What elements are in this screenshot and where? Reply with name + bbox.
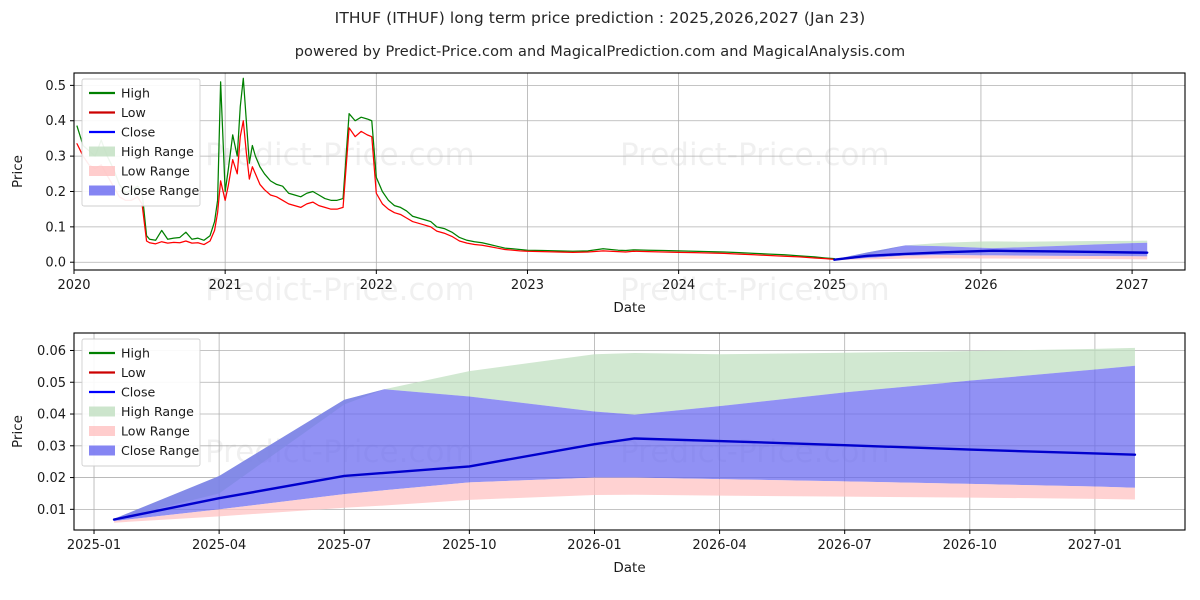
- x-tick-label: 2025-01: [67, 538, 121, 553]
- x-tick-label: 2026-01: [567, 538, 621, 553]
- legend-label: Low: [121, 365, 146, 380]
- x-tick-label: 2026-07: [818, 538, 872, 553]
- y-tick-label: 0.01: [37, 503, 66, 518]
- series-line-close: [112, 437, 1137, 521]
- x-tick-label: 2027: [1116, 278, 1149, 293]
- y-axis-title: Price: [10, 155, 26, 188]
- y-tick-label: 0.1: [45, 220, 66, 235]
- series-line-high: [76, 77, 835, 260]
- y-axis-title: Price: [10, 415, 26, 448]
- legend-item-close[interactable]: Close: [89, 124, 156, 139]
- legend-swatch-patch: [89, 166, 115, 176]
- legend-label: High: [121, 345, 150, 360]
- watermark: Predict-Price.com: [620, 137, 890, 173]
- x-tick-label: 2026-10: [943, 538, 997, 553]
- legend-label: Low Range: [121, 163, 190, 178]
- legend-label: Close: [121, 384, 156, 399]
- x-tick-label: 2025-04: [192, 538, 246, 553]
- x-tick-label: 2025: [813, 278, 846, 293]
- page-subtitle: powered by Predict-Price.com and Magical…: [294, 44, 906, 60]
- band-low-range: [834, 254, 1148, 261]
- series-line-close: [833, 249, 1149, 261]
- legend-label: Low Range: [121, 423, 190, 438]
- y-tick-label: 0.0: [45, 256, 66, 271]
- watermark: Predict-Price.com: [620, 272, 890, 308]
- x-tick-label: 2027-01: [1068, 538, 1122, 553]
- legend-label: High Range: [121, 404, 194, 419]
- x-tick-label: 2021: [209, 278, 242, 293]
- legend-item-high[interactable]: High: [89, 85, 150, 100]
- legend-label: Low: [121, 105, 146, 120]
- series-line-low: [76, 120, 835, 261]
- legend-item-high-range[interactable]: High Range: [89, 404, 194, 419]
- legend-label: Close Range: [121, 443, 199, 458]
- x-axis-title: Date: [613, 560, 645, 576]
- y-tick-label: 0.03: [37, 439, 66, 454]
- legend-swatch-patch: [89, 406, 115, 417]
- legend-item-close[interactable]: Close: [89, 384, 156, 399]
- x-tick-label: 2025-10: [442, 538, 496, 553]
- y-tick-label: 0.02: [37, 471, 66, 486]
- legend-label: High: [121, 85, 150, 100]
- band-close-range: [114, 365, 1135, 522]
- legend-item-low-range[interactable]: Low Range: [89, 423, 190, 438]
- axis-frame: [73, 72, 1186, 271]
- x-tick-label: 2026: [964, 278, 997, 293]
- legend-swatch-patch: [89, 445, 115, 456]
- legend-label: Close Range: [121, 183, 199, 198]
- y-tick-label: 0.4: [45, 114, 66, 129]
- legend-label: Close: [121, 124, 156, 139]
- watermark: Predict-Price.com: [205, 137, 475, 173]
- x-tick-label: 2026-04: [692, 538, 746, 553]
- band-high-range: [834, 240, 1148, 260]
- x-axis-title: Date: [613, 300, 645, 316]
- y-tick-label: 0.3: [45, 150, 66, 165]
- legend-item-close-range[interactable]: Close Range: [89, 443, 199, 458]
- x-tick-label: 2022: [360, 278, 393, 293]
- y-tick-label: 0.05: [37, 376, 66, 391]
- x-tick-label: 2024: [662, 278, 695, 293]
- legend-item-low[interactable]: Low: [89, 105, 146, 120]
- x-tick-label: 2023: [511, 278, 544, 293]
- x-tick-label: 2025-07: [317, 538, 371, 553]
- legend-item-high[interactable]: High: [89, 345, 150, 360]
- legend-item-low-range[interactable]: Low Range: [89, 163, 190, 178]
- y-tick-label: 0.06: [37, 344, 66, 359]
- y-tick-label: 0.5: [45, 79, 66, 94]
- title-block: ITHUF (ITHUF) long term price prediction…: [0, 0, 1200, 60]
- watermark: Predict-Price.com: [205, 272, 475, 308]
- y-tick-label: 0.2: [45, 185, 66, 200]
- y-tick-label: 0.04: [37, 408, 66, 423]
- legend-swatch-patch: [89, 426, 115, 436]
- band-low-range: [114, 477, 1135, 523]
- axis-frame: [73, 332, 1186, 531]
- band-high-range: [114, 347, 1135, 520]
- legend-item-high-range[interactable]: High Range: [89, 144, 194, 159]
- legend-item-close-range[interactable]: Close Range: [89, 183, 199, 198]
- legend-label: High Range: [121, 144, 194, 159]
- page-title: ITHUF (ITHUF) long term price prediction…: [334, 9, 866, 27]
- legend-swatch-patch: [89, 185, 115, 196]
- x-tick-label: 2020: [57, 278, 90, 293]
- legend-item-low[interactable]: Low: [89, 365, 146, 380]
- legend-swatch-patch: [89, 146, 115, 157]
